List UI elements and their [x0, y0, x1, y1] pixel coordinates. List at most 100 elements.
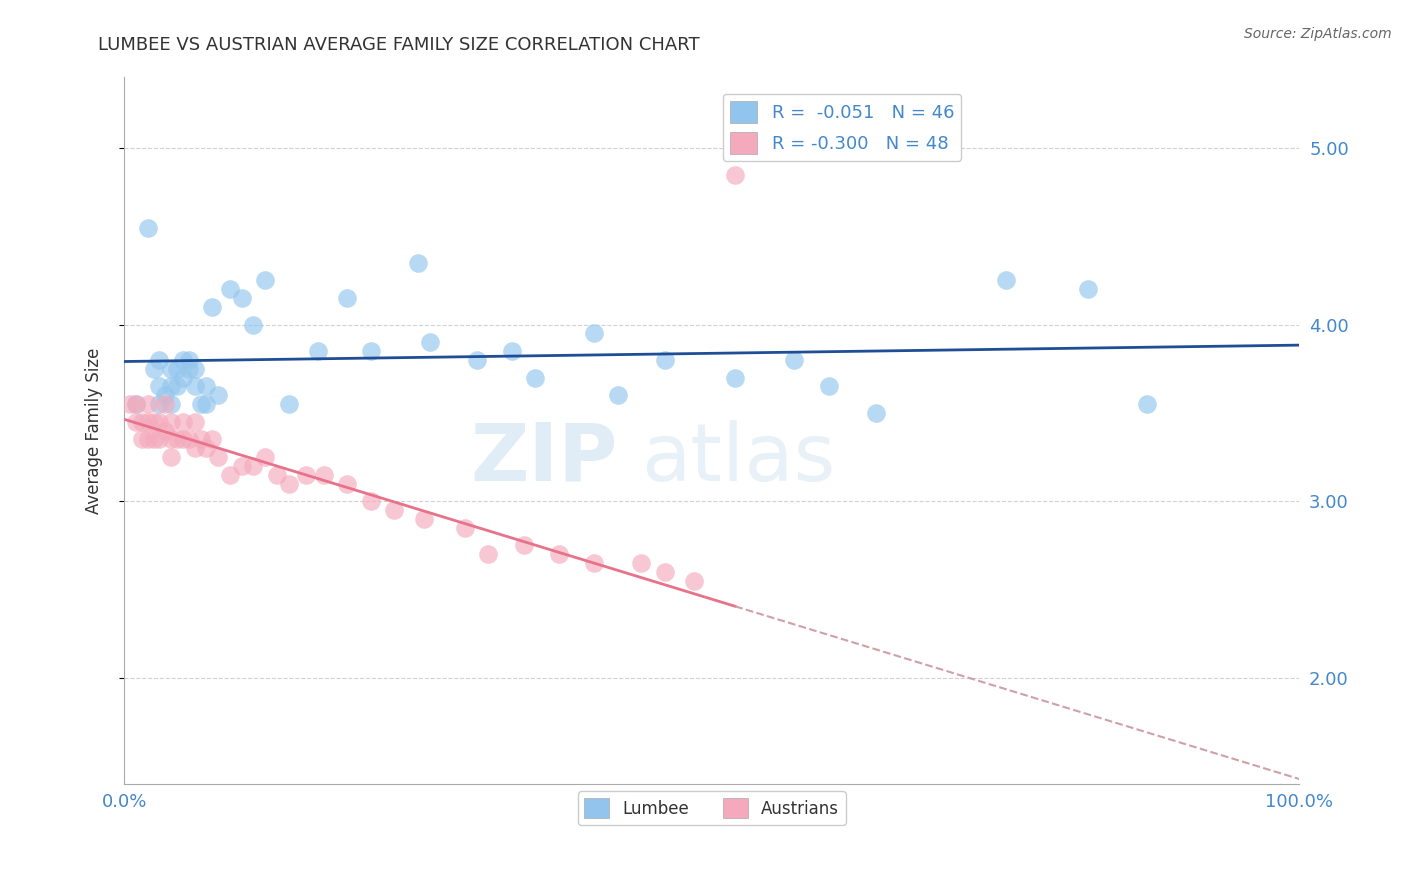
Point: [125, 415, 148, 429]
Point: [477, 547, 499, 561]
Point: [160, 397, 183, 411]
Point: [336, 476, 359, 491]
Point: [654, 565, 676, 579]
Point: [501, 344, 523, 359]
Point: [118, 397, 141, 411]
Point: [1077, 282, 1099, 296]
Point: [172, 370, 194, 384]
Point: [207, 388, 229, 402]
Point: [148, 397, 170, 411]
Point: [994, 273, 1017, 287]
Point: [307, 344, 329, 359]
Point: [266, 467, 288, 482]
Point: [136, 415, 159, 429]
Point: [360, 494, 382, 508]
Point: [148, 379, 170, 393]
Point: [155, 424, 177, 438]
Point: [724, 370, 747, 384]
Point: [201, 433, 224, 447]
Point: [160, 361, 183, 376]
Point: [155, 397, 177, 411]
Point: [384, 503, 406, 517]
Point: [148, 433, 170, 447]
Point: [183, 379, 205, 393]
Point: [548, 547, 571, 561]
Point: [654, 353, 676, 368]
Point: [277, 397, 299, 411]
Point: [142, 415, 165, 429]
Point: [177, 433, 200, 447]
Point: [160, 379, 183, 393]
Point: [201, 300, 224, 314]
Point: [865, 406, 887, 420]
Point: [419, 335, 441, 350]
Point: [312, 467, 335, 482]
Point: [195, 442, 218, 456]
Point: [190, 433, 212, 447]
Point: [524, 370, 547, 384]
Point: [683, 574, 706, 588]
Point: [166, 379, 188, 393]
Point: [195, 379, 218, 393]
Point: [183, 415, 205, 429]
Point: [1135, 397, 1157, 411]
Point: [131, 433, 153, 447]
Point: [512, 538, 534, 552]
Point: [454, 521, 477, 535]
Point: [783, 353, 806, 368]
Text: atlas: atlas: [641, 420, 835, 498]
Point: [254, 273, 277, 287]
Point: [148, 353, 170, 368]
Point: [166, 361, 188, 376]
Point: [465, 353, 488, 368]
Point: [183, 442, 205, 456]
Point: [172, 353, 194, 368]
Text: LUMBEE VS AUSTRIAN AVERAGE FAMILY SIZE CORRELATION CHART: LUMBEE VS AUSTRIAN AVERAGE FAMILY SIZE C…: [98, 36, 700, 54]
Point: [160, 415, 183, 429]
Point: [136, 397, 159, 411]
Point: [131, 415, 153, 429]
Point: [242, 318, 264, 332]
Point: [136, 220, 159, 235]
Legend: Lumbee, Austrians: Lumbee, Austrians: [578, 791, 846, 825]
Point: [724, 168, 747, 182]
Point: [155, 388, 177, 402]
Point: [190, 397, 212, 411]
Point: [177, 353, 200, 368]
Point: [172, 433, 194, 447]
Point: [219, 282, 242, 296]
Point: [336, 291, 359, 305]
Point: [177, 361, 200, 376]
Point: [160, 450, 183, 464]
Text: Source: ZipAtlas.com: Source: ZipAtlas.com: [1244, 27, 1392, 41]
Point: [219, 467, 242, 482]
Text: ZIP: ZIP: [471, 420, 617, 498]
Point: [166, 433, 188, 447]
Point: [406, 256, 429, 270]
Point: [195, 397, 218, 411]
Point: [254, 450, 277, 464]
Point: [125, 397, 148, 411]
Point: [412, 512, 434, 526]
Point: [242, 458, 264, 473]
Point: [207, 450, 229, 464]
Point: [142, 361, 165, 376]
Point: [606, 388, 628, 402]
Point: [136, 433, 159, 447]
Point: [818, 379, 841, 393]
Point: [583, 556, 606, 570]
Point: [360, 344, 382, 359]
Y-axis label: Average Family Size: Average Family Size: [86, 347, 103, 514]
Point: [630, 556, 652, 570]
Point: [142, 433, 165, 447]
Point: [295, 467, 318, 482]
Point: [148, 415, 170, 429]
Point: [183, 361, 205, 376]
Point: [277, 476, 299, 491]
Point: [125, 397, 148, 411]
Point: [160, 433, 183, 447]
Point: [583, 326, 606, 341]
Point: [172, 415, 194, 429]
Point: [231, 458, 253, 473]
Point: [231, 291, 253, 305]
